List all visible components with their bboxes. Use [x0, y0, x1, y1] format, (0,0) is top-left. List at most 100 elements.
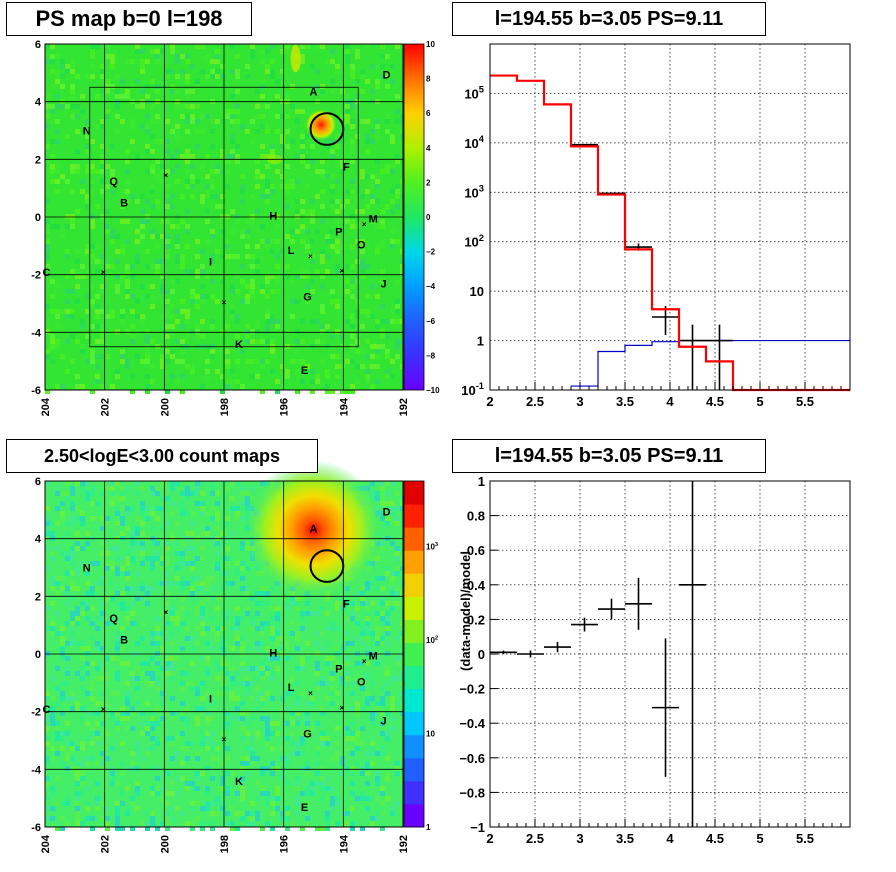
map-pixel: [365, 671, 370, 676]
map-pixel: [265, 586, 270, 591]
map-pixel: [75, 766, 80, 771]
map-pixel: [265, 671, 270, 676]
map-pixel: [370, 174, 375, 179]
map-pixel: [155, 681, 160, 686]
map-pixel: [90, 491, 95, 496]
map-pixel: [360, 596, 365, 601]
map-pixel: [215, 299, 220, 304]
map-pixel: [170, 49, 175, 54]
map-pixel: [160, 289, 165, 294]
map-pixel: [380, 269, 385, 274]
map-pixel: [70, 334, 75, 339]
map-pixel: [235, 274, 240, 279]
map-pixel: [325, 384, 330, 389]
map-pixel: [85, 806, 90, 811]
map-pixel: [125, 159, 130, 164]
map-pixel: [260, 389, 265, 394]
map-pixel: [45, 481, 50, 486]
map-pixel: [350, 139, 355, 144]
map-pixel: [260, 49, 265, 54]
map-pixel: [155, 84, 160, 89]
map-pixel: [95, 339, 100, 344]
map-pixel: [195, 556, 200, 561]
map-pixel: [210, 264, 215, 269]
map-pixel: [395, 801, 400, 806]
map-pixel: [110, 621, 115, 626]
map-pixel: [60, 64, 65, 69]
map-pixel: [295, 746, 300, 751]
map-pixel: [200, 284, 205, 289]
map-pixel: [320, 219, 325, 224]
map-pixel: [335, 199, 340, 204]
map-pixel: [255, 244, 260, 249]
map-pixel: [135, 154, 140, 159]
map-pixel: [70, 359, 75, 364]
map-pixel: [380, 611, 385, 616]
map-pixel: [85, 204, 90, 209]
map-pixel: [315, 611, 320, 616]
map-pixel: [205, 189, 210, 194]
map-pixel: [215, 54, 220, 59]
map-pixel: [380, 44, 385, 49]
map-pixel: [220, 169, 225, 174]
source-label-M: M: [369, 213, 378, 225]
map-pixel: [115, 806, 120, 811]
map-pixel: [215, 164, 220, 169]
map-pixel: [50, 711, 55, 716]
y-tick-label: -2: [31, 707, 41, 719]
map-pixel: [395, 571, 400, 576]
map-pixel: [390, 209, 395, 214]
map-pixel: [380, 496, 385, 501]
map-pixel: [330, 389, 335, 394]
map-pixel: [75, 129, 80, 134]
map-pixel: [45, 736, 50, 741]
map-pixel: [290, 631, 295, 636]
map-pixel: [305, 641, 310, 646]
map-pixel: [395, 506, 400, 511]
map-pixel: [215, 204, 220, 209]
map-pixel: [75, 299, 80, 304]
map-pixel: [375, 224, 380, 229]
map-pixel: [115, 511, 120, 516]
map-pixel: [300, 731, 305, 736]
map-pixel: [90, 359, 95, 364]
map-pixel: [90, 681, 95, 686]
map-pixel: [165, 199, 170, 204]
map-pixel: [65, 491, 70, 496]
map-pixel: [230, 496, 235, 501]
map-pixel: [60, 651, 65, 656]
map-pixel: [295, 596, 300, 601]
map-pixel: [345, 821, 350, 826]
y-tick-label: 6: [35, 39, 41, 51]
map-pixel: [370, 354, 375, 359]
map-pixel: [360, 726, 365, 731]
map-pixel: [175, 359, 180, 364]
map-pixel: [125, 711, 130, 716]
map-pixel: [55, 486, 60, 491]
map-pixel: [350, 284, 355, 289]
map-pixel: [275, 786, 280, 791]
map-pixel: [390, 134, 395, 139]
map-pixel: [100, 309, 105, 314]
map-pixel: [105, 516, 110, 521]
map-pixel: [385, 164, 390, 169]
map-pixel: [165, 821, 170, 826]
map-pixel: [110, 229, 115, 234]
map-pixel: [190, 174, 195, 179]
map-pixel: [170, 204, 175, 209]
map-pixel: [150, 204, 155, 209]
x-tick-label: 2: [486, 831, 493, 846]
map-pixel: [285, 641, 290, 646]
map-pixel: [320, 731, 325, 736]
map-pixel: [345, 746, 350, 751]
map-pixel: [165, 656, 170, 661]
map-pixel: [225, 791, 230, 796]
map-pixel: [135, 676, 140, 681]
source-cross: ×: [308, 252, 313, 261]
map-pixel: [160, 234, 165, 239]
x-tick-label: 4: [666, 394, 674, 409]
map-pixel: [220, 671, 225, 676]
map-pixel: [140, 596, 145, 601]
map-pixel: [70, 741, 75, 746]
map-pixel: [85, 801, 90, 806]
